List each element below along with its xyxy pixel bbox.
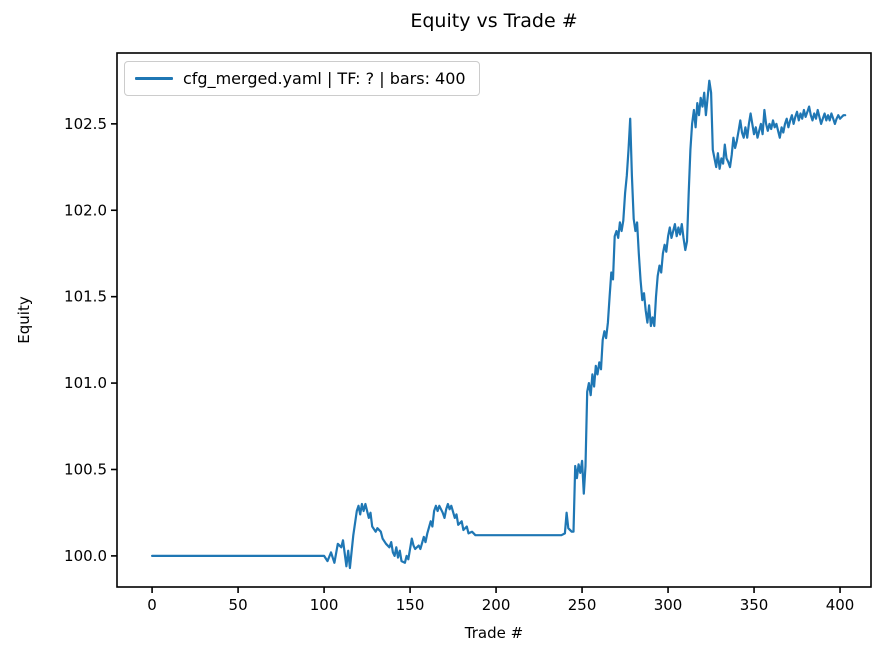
y-axis-label: Equity	[15, 296, 33, 344]
equity-line	[151, 79, 847, 570]
y-tick-label: 101.0	[64, 374, 107, 392]
legend-line-swatch	[135, 77, 173, 80]
legend-box: cfg_merged.yaml | TF: ? | bars: 400	[124, 61, 480, 96]
x-axis-label: Trade #	[464, 624, 524, 642]
y-tick-label: 102.5	[64, 115, 107, 133]
x-tick-label: 200	[482, 596, 511, 614]
x-tick-label: 350	[740, 596, 769, 614]
x-tick-label: 0	[147, 596, 157, 614]
x-tick-label: 400	[826, 596, 855, 614]
y-tick-label: 100.0	[64, 547, 107, 565]
plot-border	[116, 52, 872, 588]
y-tick-label: 101.5	[64, 288, 107, 306]
y-tick-label: 102.0	[64, 201, 107, 219]
x-tick-label: 100	[310, 596, 339, 614]
legend-series-label: cfg_merged.yaml | TF: ? | bars: 400	[183, 69, 466, 88]
x-tick-label: 150	[396, 596, 425, 614]
y-tick-label: 100.5	[64, 460, 107, 478]
x-tick-label: 50	[229, 596, 248, 614]
x-tick-label: 250	[568, 596, 597, 614]
chart-title: Equity vs Trade #	[410, 10, 578, 32]
x-tick-label: 300	[654, 596, 683, 614]
